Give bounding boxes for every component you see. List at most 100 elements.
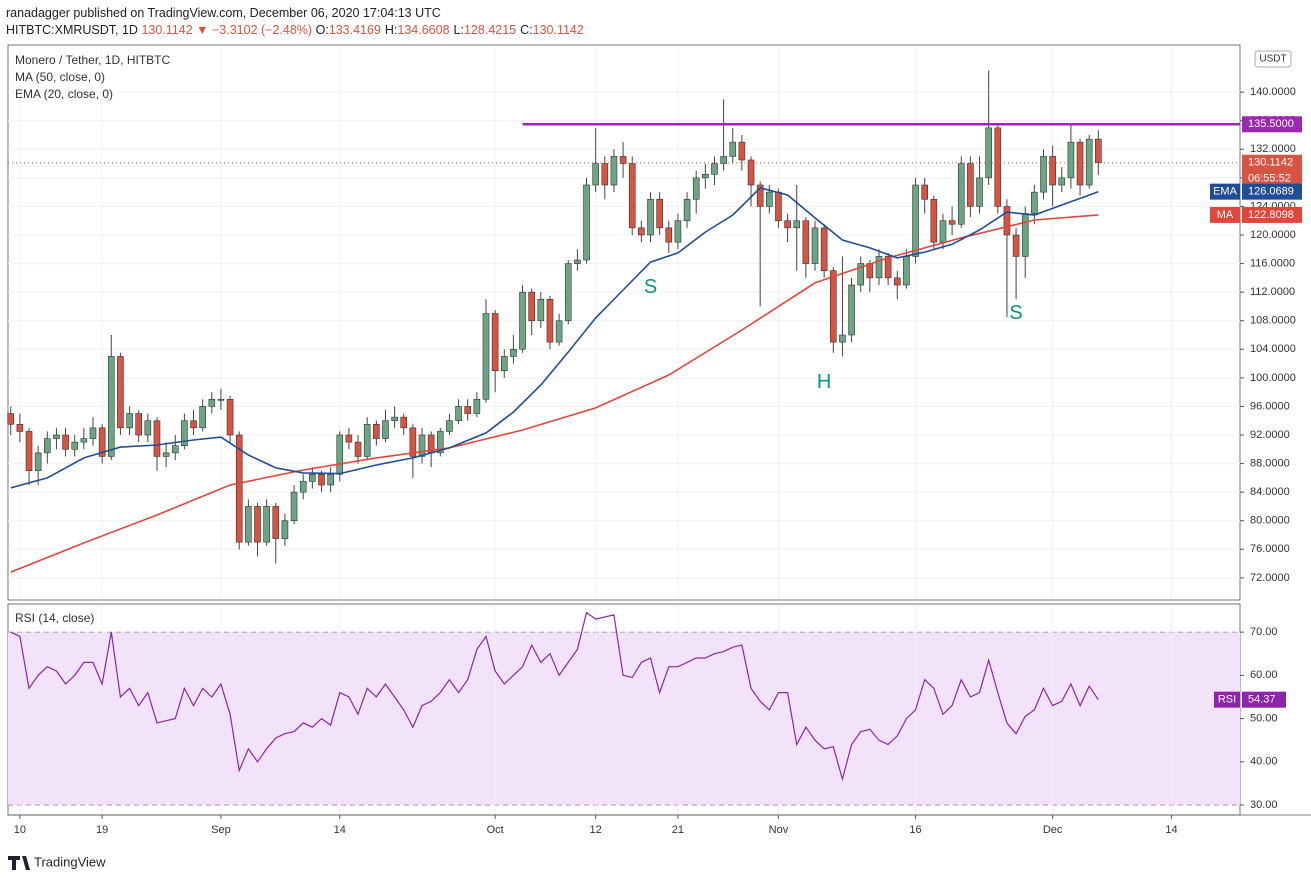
candle-body xyxy=(1040,156,1047,193)
ohlc-key: L: xyxy=(453,23,464,37)
candle-body xyxy=(80,438,88,443)
candle-body xyxy=(1085,138,1093,186)
ma-line xyxy=(10,214,1099,573)
brand: TradingView xyxy=(34,854,106,869)
candle-body xyxy=(464,406,472,414)
candle-body xyxy=(729,141,737,157)
candle-body xyxy=(1067,141,1075,179)
candle-body xyxy=(1031,191,1038,214)
rsi-title: RSI (14, close) xyxy=(15,611,94,625)
y-tick-label: 120.0000 xyxy=(1250,229,1296,241)
rsi-value: 54.37 xyxy=(1248,694,1276,706)
candle-body xyxy=(720,156,727,164)
candle-body xyxy=(939,220,947,243)
candle-body xyxy=(948,220,956,225)
candle-body xyxy=(171,445,179,454)
candle-body xyxy=(976,177,983,207)
indicator-value-tag xyxy=(1242,183,1302,200)
candle-body xyxy=(756,184,764,207)
candle-body xyxy=(217,398,225,401)
candle-body xyxy=(583,184,590,261)
candle-body xyxy=(537,298,545,322)
candle-body xyxy=(574,259,581,264)
candle-body xyxy=(7,413,15,425)
y-tick-label: 84.0000 xyxy=(1250,486,1290,498)
candle-body xyxy=(638,227,645,236)
candle-body xyxy=(1095,138,1102,164)
x-tick-label: Sep xyxy=(211,824,231,836)
candle-body xyxy=(162,452,170,457)
candle-body xyxy=(829,270,837,343)
indicator-value: 122.8098 xyxy=(1248,209,1294,221)
rsi-tag xyxy=(1214,691,1240,708)
ohlc-value: 130.1142 xyxy=(532,23,584,37)
currency: USDT xyxy=(1259,54,1286,65)
price-pane xyxy=(7,44,1241,601)
chart-title: Monero / Tether, 1D, HITBTC xyxy=(15,53,171,67)
candle-body xyxy=(1058,177,1066,186)
y-tick-label: 92.0000 xyxy=(1250,429,1290,441)
candle-body xyxy=(299,481,307,493)
rsi-value-tag xyxy=(1242,691,1286,708)
candle-body xyxy=(16,423,24,432)
candle-body xyxy=(528,291,535,322)
y-tick-label: 88.0000 xyxy=(1250,457,1290,469)
candle-body xyxy=(702,173,709,179)
candle-body xyxy=(802,220,810,264)
candle-body xyxy=(409,427,417,457)
candle-body xyxy=(446,420,453,432)
y-tick-label: 30.00 xyxy=(1250,799,1278,811)
pattern-annotation: H xyxy=(817,371,831,393)
candle-body xyxy=(43,438,51,454)
candle-body xyxy=(711,163,718,175)
candle-body xyxy=(62,434,69,450)
candle-body xyxy=(692,177,700,200)
y-tick-label: 72.0000 xyxy=(1250,572,1290,584)
candle-body xyxy=(820,227,828,272)
candle-body xyxy=(71,441,79,450)
y-tick-label: 140.0000 xyxy=(1250,86,1296,98)
indicator-tag-name: EMA xyxy=(1213,186,1238,198)
candle-body xyxy=(619,156,627,164)
y-tick-label: 40.00 xyxy=(1250,756,1278,768)
x-tick-label: 16 xyxy=(909,824,921,836)
candle-body xyxy=(546,298,554,343)
y-tick-label: 96.0000 xyxy=(1250,400,1290,412)
candle-body xyxy=(34,452,42,472)
candle-body xyxy=(628,163,636,229)
candle-body xyxy=(382,420,389,439)
candle-body xyxy=(930,198,938,243)
candle-body xyxy=(893,277,901,286)
candle-body xyxy=(263,506,270,543)
brand-logo xyxy=(8,856,30,870)
candle-body xyxy=(957,163,965,225)
candle-body xyxy=(1049,156,1056,186)
candle-body xyxy=(656,198,663,229)
candle-body xyxy=(281,520,289,539)
rsi-band xyxy=(8,632,1240,806)
candle-body xyxy=(400,416,408,429)
candle-body xyxy=(181,420,188,447)
resistance-tag-label: 135.5000 xyxy=(1248,118,1294,130)
x-tick-label: 14 xyxy=(334,824,346,836)
candle-body xyxy=(683,198,691,222)
candle-body xyxy=(994,127,1002,207)
last-price-label: 130.1142 xyxy=(1248,157,1293,169)
candle-body xyxy=(327,473,334,486)
candle-body xyxy=(601,163,609,186)
candle-body xyxy=(309,473,316,482)
indicator-tag xyxy=(1210,183,1240,200)
candle-body xyxy=(89,427,97,439)
indicator-value: 126.0689 xyxy=(1248,186,1294,198)
ohlc-value: 134.6608 xyxy=(397,23,450,37)
candle-body xyxy=(318,473,325,486)
candle-body xyxy=(784,220,791,229)
x-tick-label: 14 xyxy=(1165,824,1177,836)
candle-body xyxy=(848,284,855,336)
y-tick-label: 104.0000 xyxy=(1250,343,1296,355)
candle-body xyxy=(373,423,380,439)
candle-body xyxy=(1076,141,1084,186)
y-tick-label: 116.0000 xyxy=(1250,257,1295,269)
change: −3.3102 (−2.48%) xyxy=(212,23,313,37)
